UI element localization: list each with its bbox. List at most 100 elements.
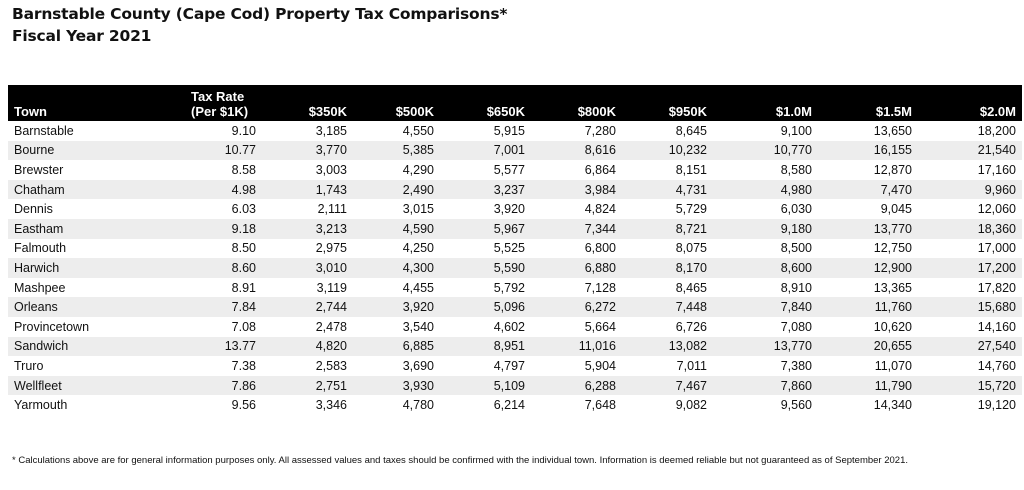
tax-amount-cell: 4,290	[402, 162, 434, 177]
town-cell: Wellfleet	[14, 378, 62, 393]
tax-amount-cell: 4,797	[493, 358, 525, 373]
tax-amount-cell: 3,770	[315, 143, 347, 158]
tax-amount-cell: 5,590	[493, 260, 525, 275]
tax-amount-cell: 2,490	[402, 182, 434, 197]
tax-amount-cell: 5,915	[493, 123, 525, 138]
tax-amount-cell: 8,645	[675, 123, 707, 138]
table-row: Mashpee 8.91 3,119 4,455 5,792 7,128 8,465 8,91…	[8, 277, 1022, 298]
tax-amount-cell: 10,232	[668, 143, 707, 158]
tax-amount-cell: 3,346	[315, 398, 347, 413]
tax-amount-cell: 15,720	[977, 378, 1016, 393]
tax-amount-cell: 8,616	[584, 143, 616, 158]
tax-amount-cell: 2,744	[315, 300, 347, 315]
tax-amount-cell: 20,655	[873, 339, 912, 354]
tax-rate-cell: 8.60	[231, 260, 256, 275]
tax-amount-cell: 4,550	[402, 123, 434, 138]
tax-amount-cell: 3,920	[402, 300, 434, 315]
header-value: $1.5M	[875, 104, 912, 119]
tax-amount-cell: 8,465	[675, 280, 707, 295]
tax-amount-cell: 4,602	[493, 319, 525, 334]
table-row: Orleans 7.84 2,744 3,920 5,096 6,272 7,448 7,84…	[8, 297, 1022, 317]
tax-amount-cell: 4,590	[402, 221, 434, 236]
tax-amount-cell: 6,864	[584, 162, 616, 177]
tax-amount-cell: 3,540	[402, 319, 434, 334]
header-tax-rate-line1: Tax Rate	[191, 89, 245, 104]
tax-amount-cell: 17,160	[977, 162, 1016, 177]
tax-rate-cell: 7.08	[231, 319, 256, 334]
town-cell: Bourne	[14, 143, 55, 158]
tax-amount-cell: 5,385	[402, 143, 434, 158]
tax-amount-cell: 4,731	[675, 182, 707, 197]
tax-amount-cell: 10,620	[873, 319, 912, 334]
header-value: $800K	[577, 104, 616, 119]
table-row: Wellfleet 7.86 2,751 3,930 5,109 6,288 7,467 7,…	[8, 375, 1022, 396]
tax-amount-cell: 3,984	[584, 182, 616, 197]
tax-amount-cell: 11,790	[874, 378, 912, 393]
table-row: Sandwich 13.77 4,820 6,885 8,951 11,016 13,082…	[8, 336, 1022, 357]
tax-comparison-table: Town Tax Rate (Per $1K) $350K $500K $650K…	[8, 85, 1022, 415]
tax-amount-cell: 2,975	[315, 241, 347, 256]
tax-amount-cell: 7,280	[584, 123, 616, 138]
table-header-row: Town Tax Rate (Per $1K) $350K $500K $650K…	[8, 85, 1022, 121]
tax-amount-cell: 3,185	[315, 123, 347, 138]
tax-amount-cell: 9,082	[675, 398, 707, 413]
tax-amount-cell: 7,344	[584, 221, 616, 236]
tax-amount-cell: 4,824	[584, 202, 616, 217]
tax-amount-cell: 8,580	[780, 162, 812, 177]
header-tax-rate: Tax Rate (Per $1K)	[183, 85, 278, 121]
tax-amount-cell: 13,770	[873, 221, 912, 236]
tax-amount-cell: 14,160	[977, 319, 1016, 334]
table-row: Harwich 8.60 3,010 4,300 5,590 6,880 8,170 8,60…	[8, 258, 1022, 278]
tax-amount-cell: 5,096	[493, 300, 525, 315]
tax-amount-cell: 15,680	[977, 300, 1016, 315]
tax-amount-cell: 9,960	[984, 182, 1016, 197]
tax-rate-cell: 9.18	[231, 221, 256, 236]
tax-amount-cell: 2,583	[315, 358, 347, 373]
header-value: $650K	[486, 104, 525, 119]
tax-rate-cell: 7.86	[231, 378, 256, 393]
tax-amount-cell: 13,770	[773, 339, 812, 354]
town-cell: Barnstable	[14, 123, 74, 138]
town-cell: Dennis	[14, 202, 53, 217]
tax-amount-cell: 17,000	[977, 241, 1016, 256]
tax-rate-cell: 4.98	[231, 182, 256, 197]
tax-amount-cell: 16,155	[873, 143, 912, 158]
tax-amount-cell: 2,478	[315, 319, 347, 334]
tax-amount-cell: 3,920	[493, 202, 525, 217]
tax-amount-cell: 17,200	[977, 260, 1016, 275]
tax-amount-cell: 11,016	[578, 339, 616, 354]
tax-amount-cell: 19,120	[977, 398, 1016, 413]
tax-amount-cell: 7,860	[780, 378, 812, 393]
tax-amount-cell: 8,075	[675, 241, 707, 256]
tax-amount-cell: 7,448	[675, 300, 707, 315]
tax-rate-cell: 8.58	[231, 162, 256, 177]
tax-amount-cell: 21,540	[977, 143, 1016, 158]
table-row: Dennis 6.03 2,111 3,015 3,920 4,824 5,729 6,030…	[8, 199, 1022, 219]
tax-amount-cell: 8,910	[780, 280, 812, 295]
tax-amount-cell: 7,470	[880, 182, 912, 197]
tax-rate-cell: 7.84	[231, 300, 256, 315]
town-cell: Mashpee	[14, 280, 66, 295]
tax-amount-cell: 12,750	[873, 241, 912, 256]
tax-amount-cell: 5,525	[493, 241, 525, 256]
town-cell: Falmouth	[14, 241, 67, 256]
tax-rate-cell: 13.77	[224, 339, 256, 354]
tax-rate-cell: 7.38	[231, 358, 256, 373]
table-body: Barnstable 9.10 3,185 4,550 5,915 7,280 8,645 9…	[8, 121, 1022, 415]
tax-amount-cell: 4,250	[402, 241, 434, 256]
header-value: $950K	[668, 104, 707, 119]
town-cell: Provincetown	[14, 319, 90, 334]
tax-amount-cell: 12,060	[977, 202, 1016, 217]
header-town: Town	[14, 104, 47, 119]
tax-amount-cell: 6,030	[780, 202, 812, 217]
tax-amount-cell: 5,577	[493, 162, 525, 177]
tax-amount-cell: 3,003	[315, 162, 347, 177]
tax-amount-cell: 12,870	[873, 162, 912, 177]
header-value: $1.0M	[775, 104, 812, 119]
tax-amount-cell: 9,100	[780, 123, 812, 138]
tax-amount-cell: 6,288	[584, 378, 616, 393]
tax-amount-cell: 2,111	[317, 202, 347, 217]
tax-amount-cell: 4,820	[315, 339, 347, 354]
tax-rate-cell: 8.50	[231, 241, 256, 256]
town-cell: Eastham	[14, 221, 64, 236]
